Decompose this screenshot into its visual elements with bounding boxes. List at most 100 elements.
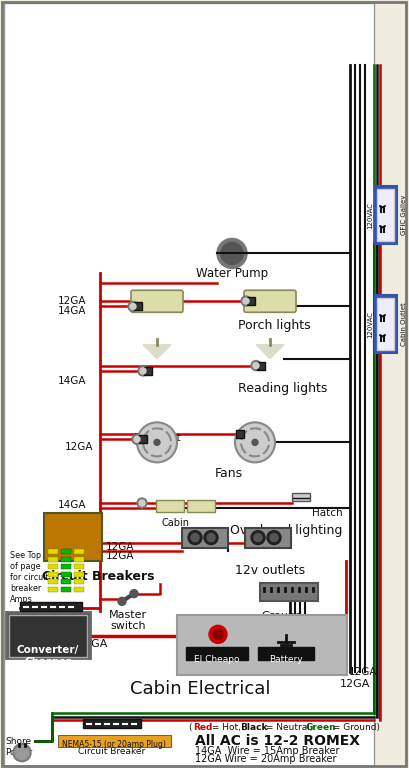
Text: Cabin: Cabin: [241, 433, 269, 443]
Circle shape: [140, 368, 146, 374]
Circle shape: [138, 366, 148, 376]
Bar: [61, 564, 71, 570]
Text: Circuit Breakers: Circuit Breakers: [42, 570, 155, 583]
Text: = Ground): = Ground): [330, 723, 380, 732]
Circle shape: [251, 531, 265, 545]
Text: GFIC Galley: GFIC Galley: [401, 195, 407, 236]
Bar: [258, 647, 314, 660]
Text: Master
switch: Master switch: [109, 610, 147, 631]
Bar: [139, 435, 147, 443]
Text: Ground
block: Ground block: [261, 611, 303, 632]
Circle shape: [139, 500, 145, 506]
Circle shape: [241, 296, 251, 306]
Bar: [375, 295, 397, 353]
Circle shape: [188, 531, 202, 545]
Text: Roof vent: Roof vent: [134, 433, 180, 443]
Bar: [186, 647, 248, 660]
Bar: [292, 493, 310, 501]
Text: 12GA: 12GA: [106, 542, 135, 552]
Bar: [48, 587, 58, 592]
Text: Fans: Fans: [215, 467, 243, 480]
Bar: [20, 602, 82, 611]
Circle shape: [134, 436, 140, 442]
Bar: [74, 587, 84, 592]
Circle shape: [118, 598, 126, 605]
Circle shape: [137, 422, 177, 462]
Circle shape: [209, 625, 227, 644]
Bar: [48, 564, 58, 570]
Bar: [245, 528, 291, 548]
Bar: [260, 583, 318, 601]
FancyBboxPatch shape: [9, 615, 87, 657]
Polygon shape: [143, 345, 171, 359]
Text: 12GA: 12GA: [349, 667, 378, 677]
Text: 8GA: 8GA: [84, 639, 108, 649]
Text: 14GA: 14GA: [58, 306, 86, 316]
Bar: [61, 580, 71, 584]
Text: Porch lights: Porch lights: [238, 319, 310, 332]
Bar: [144, 367, 152, 375]
Text: Battery: Battery: [269, 655, 303, 664]
FancyBboxPatch shape: [177, 614, 347, 674]
Circle shape: [128, 301, 138, 312]
Circle shape: [217, 238, 247, 269]
Text: 120VAC: 120VAC: [367, 311, 373, 338]
Text: 40Amp
Circuit Breaker: 40Amp Circuit Breaker: [16, 622, 83, 641]
FancyBboxPatch shape: [244, 290, 296, 313]
Text: Cabin Electrical: Cabin Electrical: [130, 680, 270, 698]
Circle shape: [204, 531, 218, 545]
FancyBboxPatch shape: [6, 612, 90, 658]
Text: Black: Black: [240, 723, 267, 732]
Text: Converter/
Charger: Converter/ Charger: [17, 645, 79, 667]
Text: 12v outlets: 12v outlets: [235, 564, 305, 578]
Circle shape: [132, 434, 142, 445]
Bar: [236, 430, 244, 438]
Text: = Neutral,: = Neutral,: [263, 723, 315, 732]
Text: Water Pump: Water Pump: [196, 267, 268, 280]
Bar: [74, 572, 84, 577]
Bar: [74, 564, 84, 570]
Text: El Cheapo: El Cheapo: [194, 655, 240, 664]
Bar: [377, 189, 394, 241]
Bar: [61, 572, 71, 577]
Bar: [74, 580, 84, 584]
Circle shape: [137, 498, 147, 508]
FancyBboxPatch shape: [58, 735, 171, 747]
Circle shape: [235, 422, 275, 462]
Circle shape: [267, 531, 281, 545]
Bar: [134, 303, 142, 310]
Text: Galley: Galley: [253, 528, 283, 538]
Bar: [48, 572, 58, 577]
Bar: [61, 587, 71, 592]
Bar: [61, 549, 71, 554]
Text: See Top
of page
for circuit
breaker
Amps: See Top of page for circuit breaker Amps: [10, 551, 49, 604]
Circle shape: [251, 360, 261, 371]
Text: Shore
Power: Shore Power: [5, 737, 32, 756]
Text: 14GA: 14GA: [58, 376, 86, 386]
Bar: [375, 186, 397, 244]
Bar: [44, 513, 102, 561]
Text: 12GA: 12GA: [106, 551, 135, 561]
Circle shape: [130, 303, 136, 310]
Bar: [48, 549, 58, 554]
Bar: [247, 297, 255, 305]
Bar: [61, 557, 71, 562]
Bar: [74, 549, 84, 554]
Text: Cabin: Cabin: [161, 518, 189, 528]
Text: Hatch: Hatch: [312, 508, 343, 518]
Circle shape: [270, 534, 278, 541]
Circle shape: [130, 590, 138, 598]
Text: 20 Amp
Circuit Breaker: 20 Amp Circuit Breaker: [79, 737, 146, 756]
Circle shape: [213, 629, 223, 640]
Bar: [48, 580, 58, 584]
Text: All AC is 12-2 ROMEX: All AC is 12-2 ROMEX: [195, 734, 360, 748]
Circle shape: [15, 746, 29, 760]
Bar: [257, 362, 265, 369]
Circle shape: [154, 439, 160, 445]
Text: Cabin: Cabin: [191, 528, 219, 538]
Text: 12GA: 12GA: [65, 442, 94, 452]
FancyBboxPatch shape: [131, 290, 183, 313]
Circle shape: [13, 743, 31, 762]
Polygon shape: [256, 345, 284, 359]
Text: (: (: [188, 723, 191, 732]
